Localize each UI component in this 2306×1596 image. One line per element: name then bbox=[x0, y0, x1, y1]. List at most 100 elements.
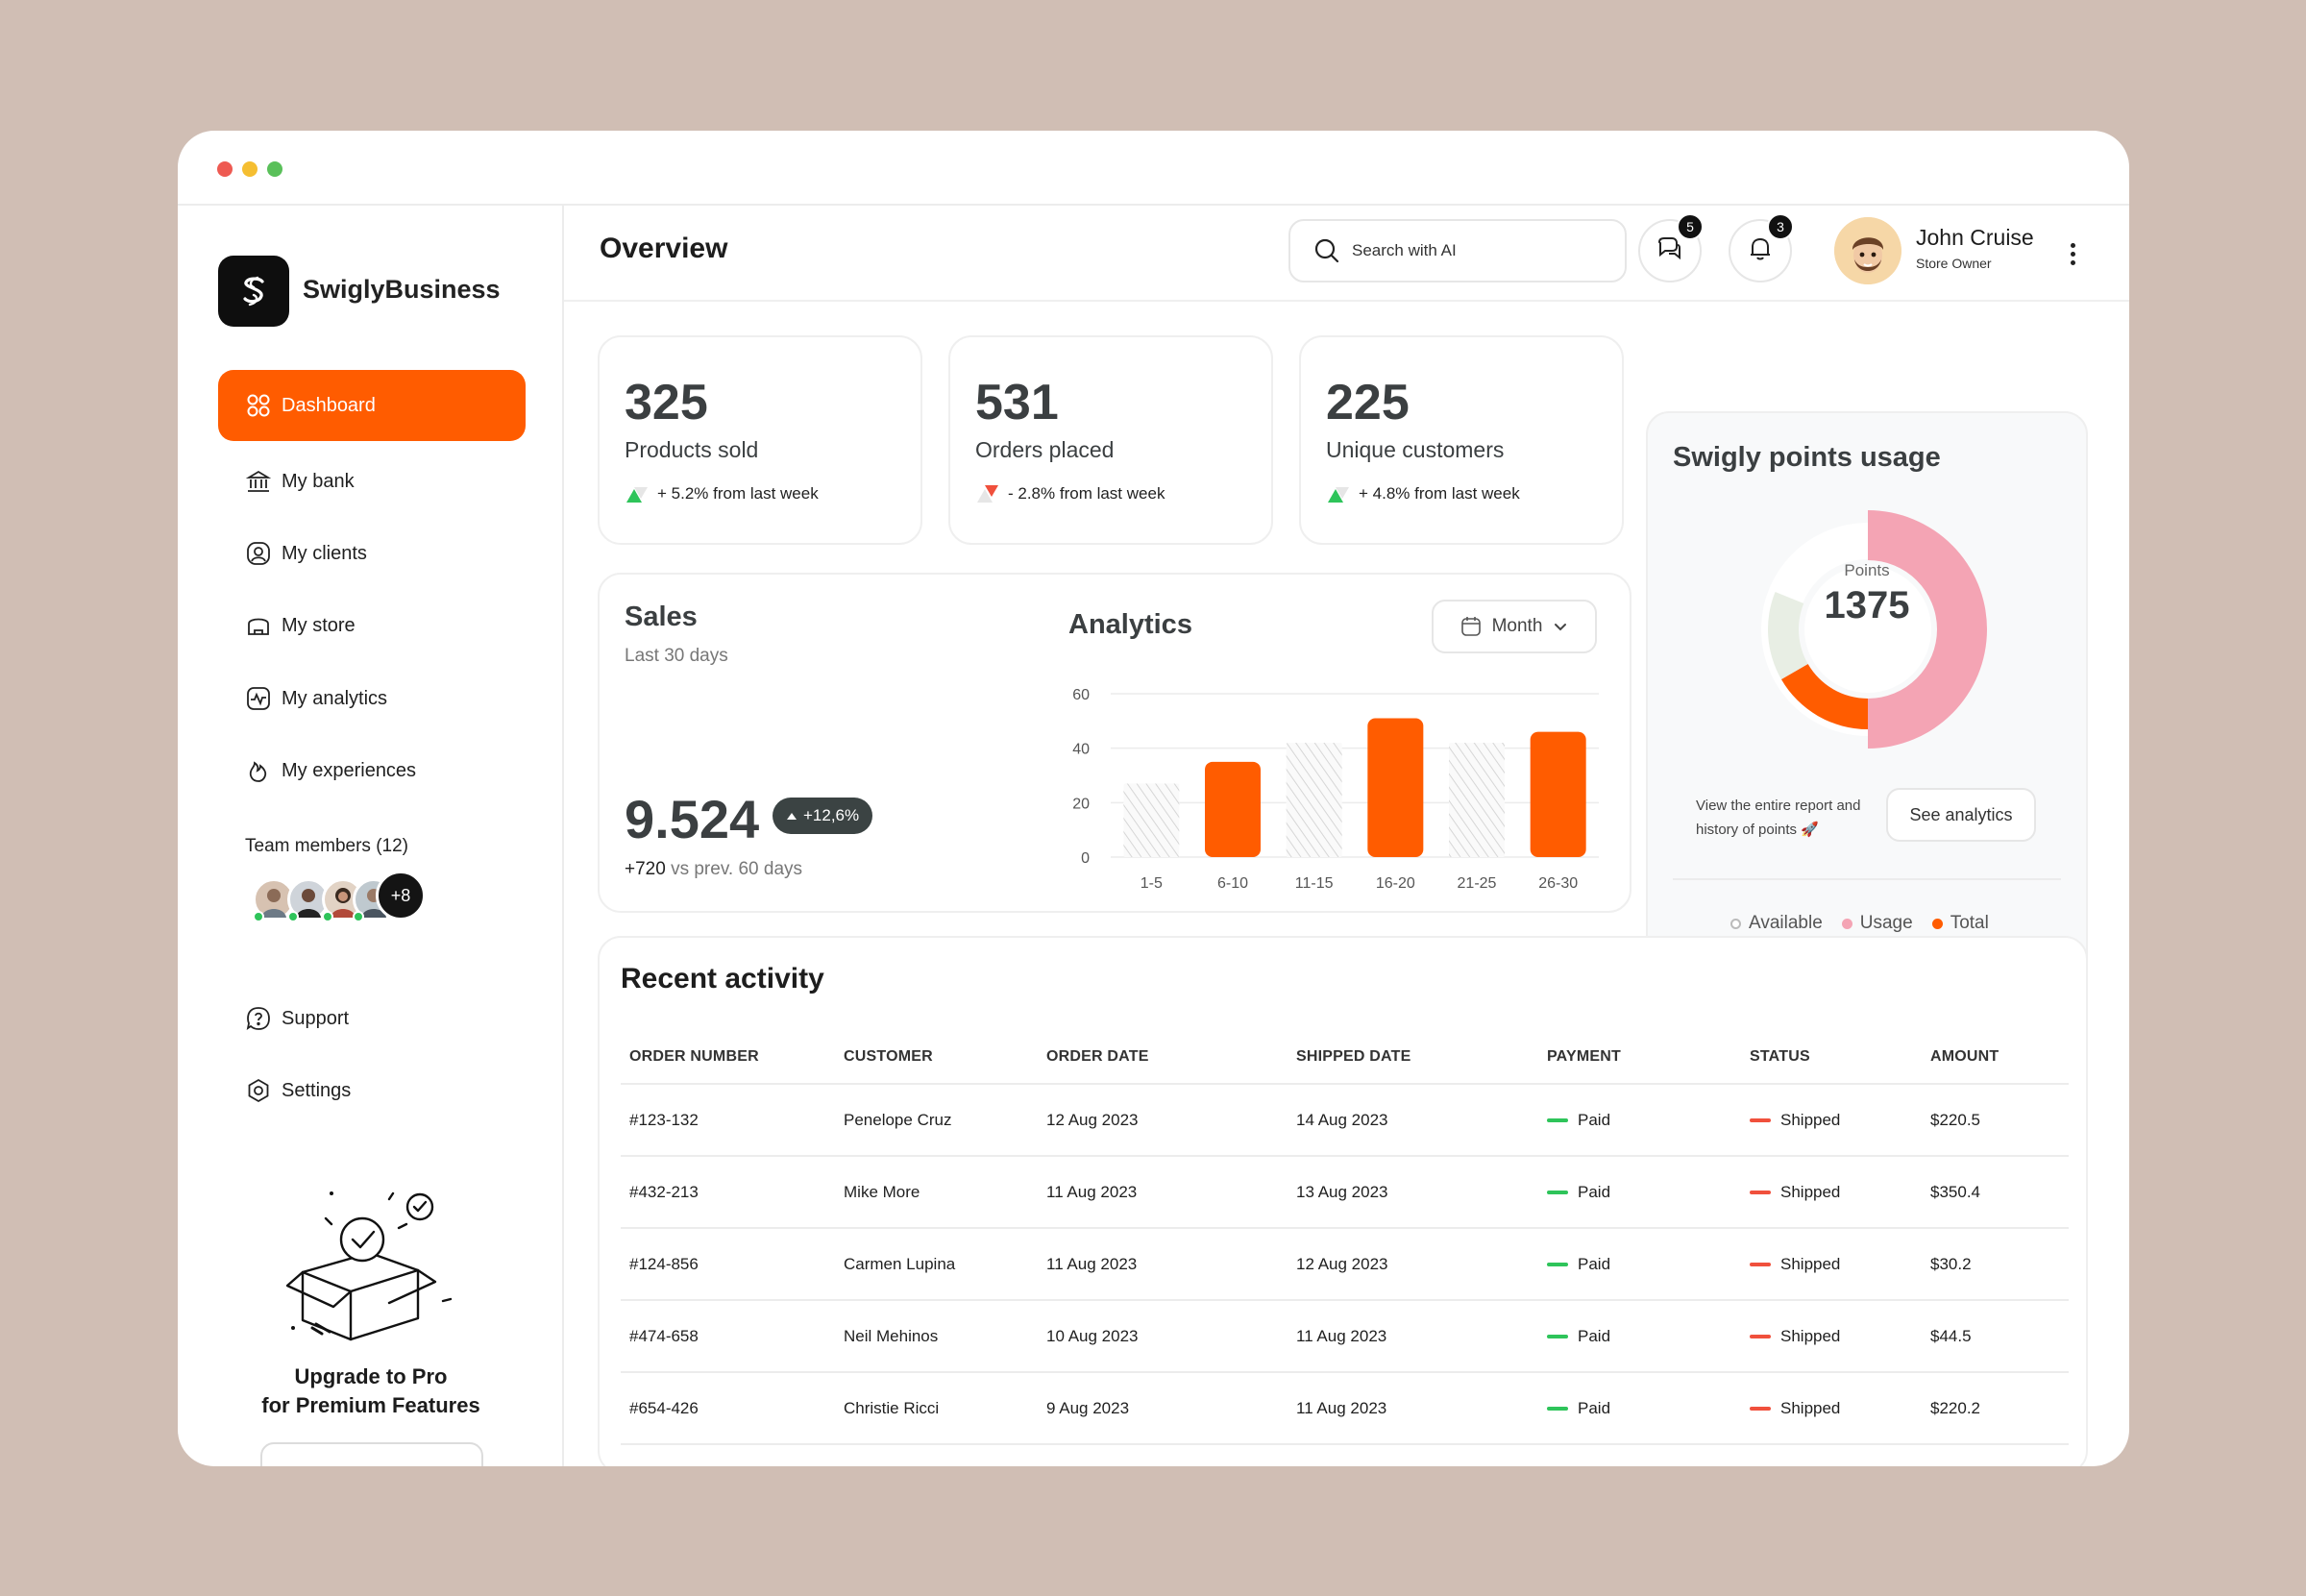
table-cell-order-date: 9 Aug 2023 bbox=[1038, 1372, 1288, 1445]
sidebar-item-label: My store bbox=[282, 614, 356, 636]
legend-swatch bbox=[1931, 918, 1943, 929]
table-cell-customer: Mike More bbox=[835, 1156, 1038, 1229]
sidebar-item-support[interactable]: Support bbox=[218, 983, 526, 1054]
customer-text: Neil Mehinos bbox=[844, 1326, 939, 1345]
page-title: Overview bbox=[600, 233, 728, 264]
period-select-value: Month bbox=[1491, 616, 1543, 636]
legend-label: Usage bbox=[1859, 913, 1913, 933]
search-input[interactable]: Search with AI bbox=[1288, 219, 1627, 282]
column-header[interactable]: STATUS bbox=[1741, 1030, 1922, 1085]
minimize-window-button[interactable] bbox=[242, 161, 258, 177]
customer-text: Mike More bbox=[844, 1182, 920, 1201]
table-cell-payment: Paid bbox=[1538, 1156, 1741, 1229]
maximize-window-button[interactable] bbox=[267, 161, 282, 177]
legend-label: Available bbox=[1749, 913, 1823, 933]
stat-change-text: - 2.8% from last week bbox=[1008, 484, 1165, 503]
column-header[interactable]: ORDER DATE bbox=[1038, 1030, 1288, 1085]
chart-bar-6-10[interactable] bbox=[1205, 761, 1261, 857]
chart-bar-1-5[interactable] bbox=[1123, 783, 1180, 858]
table-row[interactable]: #124-856 Carmen Lupina 11 Aug 2023 12 Aug 2… bbox=[621, 1228, 2069, 1301]
more-options-icon[interactable] bbox=[2063, 234, 2082, 273]
donut-segment-total[interactable] bbox=[1780, 664, 1868, 729]
table-cell-payment: Paid bbox=[1538, 1228, 1741, 1301]
chart-bar-26-30[interactable] bbox=[1530, 731, 1586, 857]
chart-bar-21-25[interactable] bbox=[1449, 743, 1505, 857]
analytics-title: Analytics bbox=[1068, 609, 1192, 640]
stat-change-text: + 5.2% from last week bbox=[657, 484, 819, 503]
donut-center: Points 1375 bbox=[1809, 538, 1925, 627]
table-row[interactable]: #654-426 Christie Ricci 9 Aug 2023 11 Aug 2… bbox=[621, 1372, 2069, 1445]
stat-change: - 2.8% from last week bbox=[975, 483, 1165, 504]
column-header[interactable]: PAYMENT bbox=[1538, 1030, 1741, 1085]
sales-title: Sales bbox=[625, 602, 698, 632]
online-status-dot bbox=[253, 911, 264, 922]
column-header[interactable]: ORDER NUMBER bbox=[621, 1030, 835, 1085]
table-cell-shipped-date: 12 Aug 2023 bbox=[1288, 1228, 1538, 1301]
messages-count-badge: 5 bbox=[1677, 213, 1704, 240]
table-cell-order-date: 10 Aug 2023 bbox=[1038, 1300, 1288, 1373]
column-header[interactable]: CUSTOMER bbox=[835, 1030, 1038, 1085]
table-cell-status: Shipped bbox=[1741, 1300, 1922, 1373]
x-tick-label: 21-25 bbox=[1458, 875, 1497, 892]
order-text: #654-426 bbox=[629, 1398, 699, 1417]
stat-change: + 4.8% from last week bbox=[1326, 483, 1520, 504]
amount-text: $220.2 bbox=[1930, 1398, 1980, 1417]
table-row[interactable]: #474-658 Neil Mehinos 10 Aug 2023 11 Aug 20… bbox=[621, 1300, 2069, 1373]
sidebar-item-my-experiences[interactable]: My experiences bbox=[218, 735, 526, 806]
table-cell-shipped-date: 11 Aug 2023 bbox=[1288, 1372, 1538, 1445]
column-header[interactable]: SHIPPED DATE bbox=[1288, 1030, 1538, 1085]
order-text: #124-856 bbox=[629, 1254, 699, 1273]
x-tick-label: 16-20 bbox=[1376, 875, 1415, 892]
activity-table: ORDER NUMBER CUSTOMER ORDER DATE SHIPPED… bbox=[621, 1030, 2069, 1445]
user-name[interactable]: John Cruise bbox=[1916, 225, 2034, 250]
table-row[interactable]: #432-213 Mike More 11 Aug 2023 13 Aug 2023 P… bbox=[621, 1156, 2069, 1229]
order-date-text: 12 Aug 2023 bbox=[1046, 1110, 1139, 1129]
table-cell-order: #432-213 bbox=[621, 1156, 835, 1229]
points-donut-chart bbox=[1761, 510, 1987, 749]
brand-logo[interactable] bbox=[218, 256, 289, 327]
column-header[interactable]: AMOUNT bbox=[1922, 1030, 2069, 1085]
payment-indicator bbox=[1547, 1191, 1568, 1195]
sales-analytics-card: Sales Last 30 days 9.524 +12,6% +720 vs … bbox=[598, 573, 1631, 913]
notifications-button[interactable]: 3 bbox=[1729, 213, 1794, 282]
status-indicator bbox=[1750, 1118, 1771, 1123]
chart-bar-11-15[interactable] bbox=[1286, 743, 1342, 857]
messages-button[interactable]: 5 bbox=[1638, 213, 1704, 282]
analytics-bar-chart: 0 20 40 60 1-5 6-10 11-15 16-20 21-25 26-30 bbox=[1072, 687, 1599, 892]
points-value: 1375 bbox=[1824, 584, 1910, 626]
dashboard-icon bbox=[245, 392, 272, 419]
stat-change: + 5.2% from last week bbox=[625, 483, 819, 504]
stat-change-text: + 4.8% from last week bbox=[1359, 484, 1520, 503]
avatar[interactable] bbox=[1834, 217, 1901, 284]
sidebar-item-dashboard[interactable]: Dashboard bbox=[218, 370, 526, 441]
sidebar-item-label: Support bbox=[282, 1007, 350, 1029]
chart-bar-16-20[interactable] bbox=[1367, 718, 1424, 858]
payment-text: Paid bbox=[1578, 1182, 1611, 1201]
legend-swatch bbox=[1730, 918, 1741, 929]
table-cell-order: #123-132 bbox=[621, 1084, 835, 1157]
sidebar-item-label: Settings bbox=[282, 1079, 352, 1101]
customer-text: Carmen Lupina bbox=[844, 1254, 956, 1273]
sidebar-item-my-analytics[interactable]: My analytics bbox=[218, 663, 526, 734]
order-date-text: 9 Aug 2023 bbox=[1046, 1398, 1130, 1417]
donut-segment-usage[interactable] bbox=[1868, 510, 1987, 749]
y-tick-label: 40 bbox=[1072, 742, 1090, 758]
close-window-button[interactable] bbox=[217, 161, 233, 177]
y-tick-label: 0 bbox=[1081, 850, 1090, 867]
sidebar-item-my-bank[interactable]: My bank bbox=[218, 446, 526, 517]
sales-subtitle: Last 30 days bbox=[625, 646, 728, 666]
sidebar-item-settings[interactable]: Settings bbox=[218, 1055, 526, 1126]
go-premium-button[interactable]: Go Premium bbox=[260, 1442, 483, 1466]
sidebar-item-my-store[interactable]: My store bbox=[218, 590, 526, 661]
y-tick-label: 60 bbox=[1072, 687, 1090, 703]
search-icon bbox=[1313, 237, 1340, 264]
more-team-members-button[interactable]: +8 bbox=[376, 871, 426, 921]
calendar-icon bbox=[1460, 617, 1481, 636]
x-tick-label: 1-5 bbox=[1141, 875, 1163, 892]
sidebar-item-my-clients[interactable]: My clients bbox=[218, 518, 526, 589]
period-select[interactable]: Month bbox=[1432, 600, 1597, 653]
see-analytics-button[interactable]: See analytics bbox=[1886, 788, 2036, 842]
table-row[interactable]: #123-132 Penelope Cruz 12 Aug 2023 14 Aug 2… bbox=[621, 1084, 2069, 1157]
sales-prev-text: vs prev. 60 days bbox=[671, 859, 803, 879]
donut-segment-available[interactable] bbox=[1768, 592, 1808, 679]
